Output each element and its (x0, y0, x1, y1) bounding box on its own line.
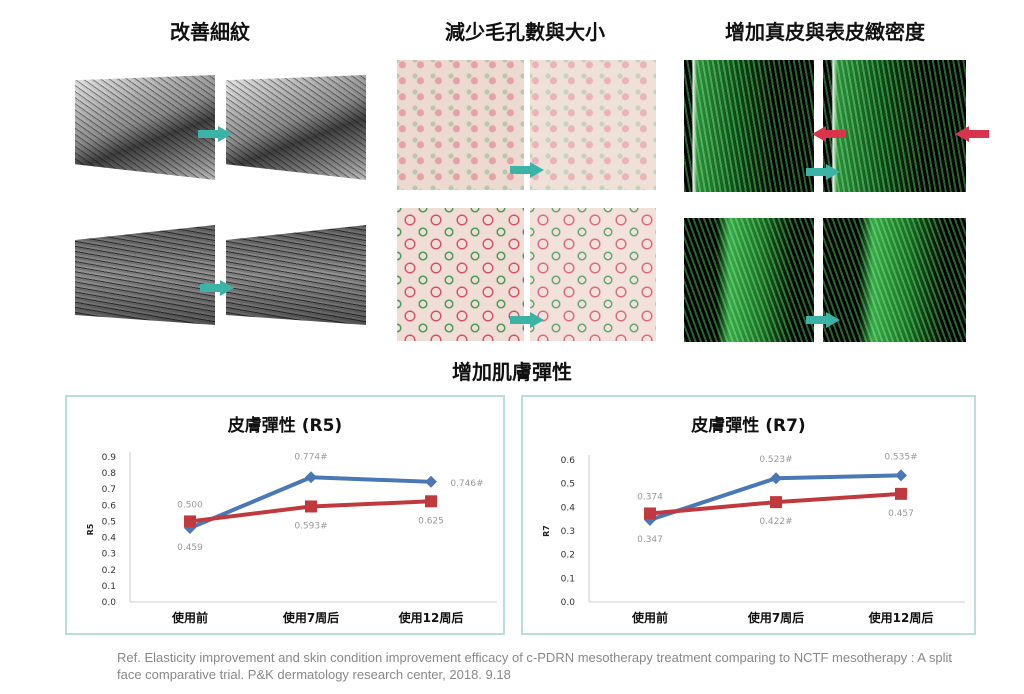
fine-lines-before-bottom (75, 225, 215, 325)
arrow-right-icon (510, 162, 544, 178)
reference-text: Ref. Elasticity improvement and skin con… (117, 650, 952, 682)
y-tick-label: 0.6 (561, 456, 576, 466)
arrow-left-icon (812, 126, 846, 142)
fine-lines-before-top: R2=21.00 (75, 75, 215, 180)
y-tick-label: 0.4 (561, 503, 576, 513)
data-point-diamond (644, 513, 656, 526)
data-label: 0.523# (759, 455, 792, 465)
y-tick-label: 0.2 (102, 566, 116, 576)
y-tick-label: 0.7 (102, 485, 116, 495)
heading-fine-lines: 改善細紋 (170, 20, 250, 44)
y-tick-label: 0.0 (561, 598, 576, 608)
chart-r5: 皮膚彈性 (R5) 0.0 0.1 0.2 0.3 0.4 0.5 0.6 0.7 0.8 0.9… (65, 395, 505, 635)
fine-lines-after-bottom (226, 225, 366, 325)
data-label: 0.500 (177, 500, 203, 510)
data-point-square (644, 507, 656, 520)
pores-before-bottom (397, 208, 524, 341)
x-tick-label: 使用7周后 (282, 610, 339, 625)
arrow-left-icon (955, 126, 989, 142)
data-point-square (305, 500, 317, 513)
data-label: 0.746# (450, 479, 483, 489)
y-tick-label: 0.9 (102, 453, 117, 463)
data-label: 0.535# (884, 452, 917, 462)
data-point-square (895, 487, 907, 500)
heading-elasticity: 增加肌膚彈性 (452, 360, 572, 384)
data-point-square (184, 515, 196, 528)
r2-before: R2=21.00 (79, 169, 110, 176)
data-point-diamond (184, 522, 196, 535)
pores-before-top (397, 60, 524, 190)
data-label: 0.625 (418, 516, 444, 526)
density-before-bottom (684, 218, 814, 342)
pores-after-bottom (530, 208, 656, 341)
chart-r7: 皮膚彈性 (R7) 0.0 0.1 0.2 0.3 0.4 0.5 0.6 R7 使用前 使用7周… (521, 395, 976, 635)
arrow-right-icon (806, 164, 840, 180)
density-after-top (823, 60, 966, 192)
chart-title: 皮膚彈性 (R5) (227, 416, 343, 436)
density-before-top (684, 60, 814, 192)
y-tick-label: 0.1 (561, 574, 575, 584)
arrow-right-icon (806, 312, 840, 328)
data-point-diamond (425, 475, 437, 488)
data-point-diamond (305, 471, 317, 484)
data-point-square (425, 495, 437, 508)
data-label: 0.457 (888, 509, 914, 519)
x-tick-label: 使用前 (171, 610, 208, 625)
y-tick-label: 0.5 (561, 480, 575, 490)
y-axis-label: R7 (542, 525, 551, 537)
arrow-right-icon (200, 280, 234, 296)
arrow-right-icon (510, 312, 544, 328)
x-tick-label: 使用12周后 (398, 610, 464, 625)
data-label: 0.593# (294, 521, 327, 531)
arrow-right-icon (198, 126, 232, 142)
y-tick-label: 0.8 (102, 469, 117, 479)
heading-density: 增加真皮與表皮緻密度 (725, 20, 925, 44)
data-point-diamond (770, 472, 782, 485)
data-label: 0.459 (177, 543, 203, 553)
x-tick-label: 使用7周后 (747, 610, 804, 625)
y-tick-label: 0.2 (561, 551, 575, 561)
x-tick-label: 使用12周后 (868, 610, 934, 625)
data-label: 0.774# (294, 452, 327, 462)
y-axis-label: R5 (86, 523, 95, 535)
y-tick-label: 0.6 (102, 501, 117, 511)
density-after-bottom (823, 218, 966, 342)
data-point-square (770, 496, 782, 509)
y-tick-label: 0.5 (102, 517, 116, 527)
pores-after-top (530, 60, 656, 190)
x-tick-label: 使用前 (631, 610, 668, 625)
data-label: 0.422# (759, 517, 792, 527)
y-tick-label: 0.3 (561, 527, 575, 537)
heading-pores: 減少毛孔數與大小 (445, 20, 605, 44)
y-tick-label: 0.1 (102, 582, 116, 592)
r2-after: R2=16.31 (230, 169, 261, 176)
chart-title: 皮膚彈性 (R7) (691, 416, 806, 436)
y-tick-label: 0.3 (102, 550, 116, 560)
data-point-diamond (895, 469, 907, 482)
data-label: 0.374 (637, 492, 663, 502)
fine-lines-after-top: R2=16.31 (226, 75, 366, 180)
data-label: 0.347 (637, 535, 663, 545)
y-tick-label: 0.4 (102, 534, 117, 544)
y-tick-label: 0.0 (102, 598, 117, 608)
